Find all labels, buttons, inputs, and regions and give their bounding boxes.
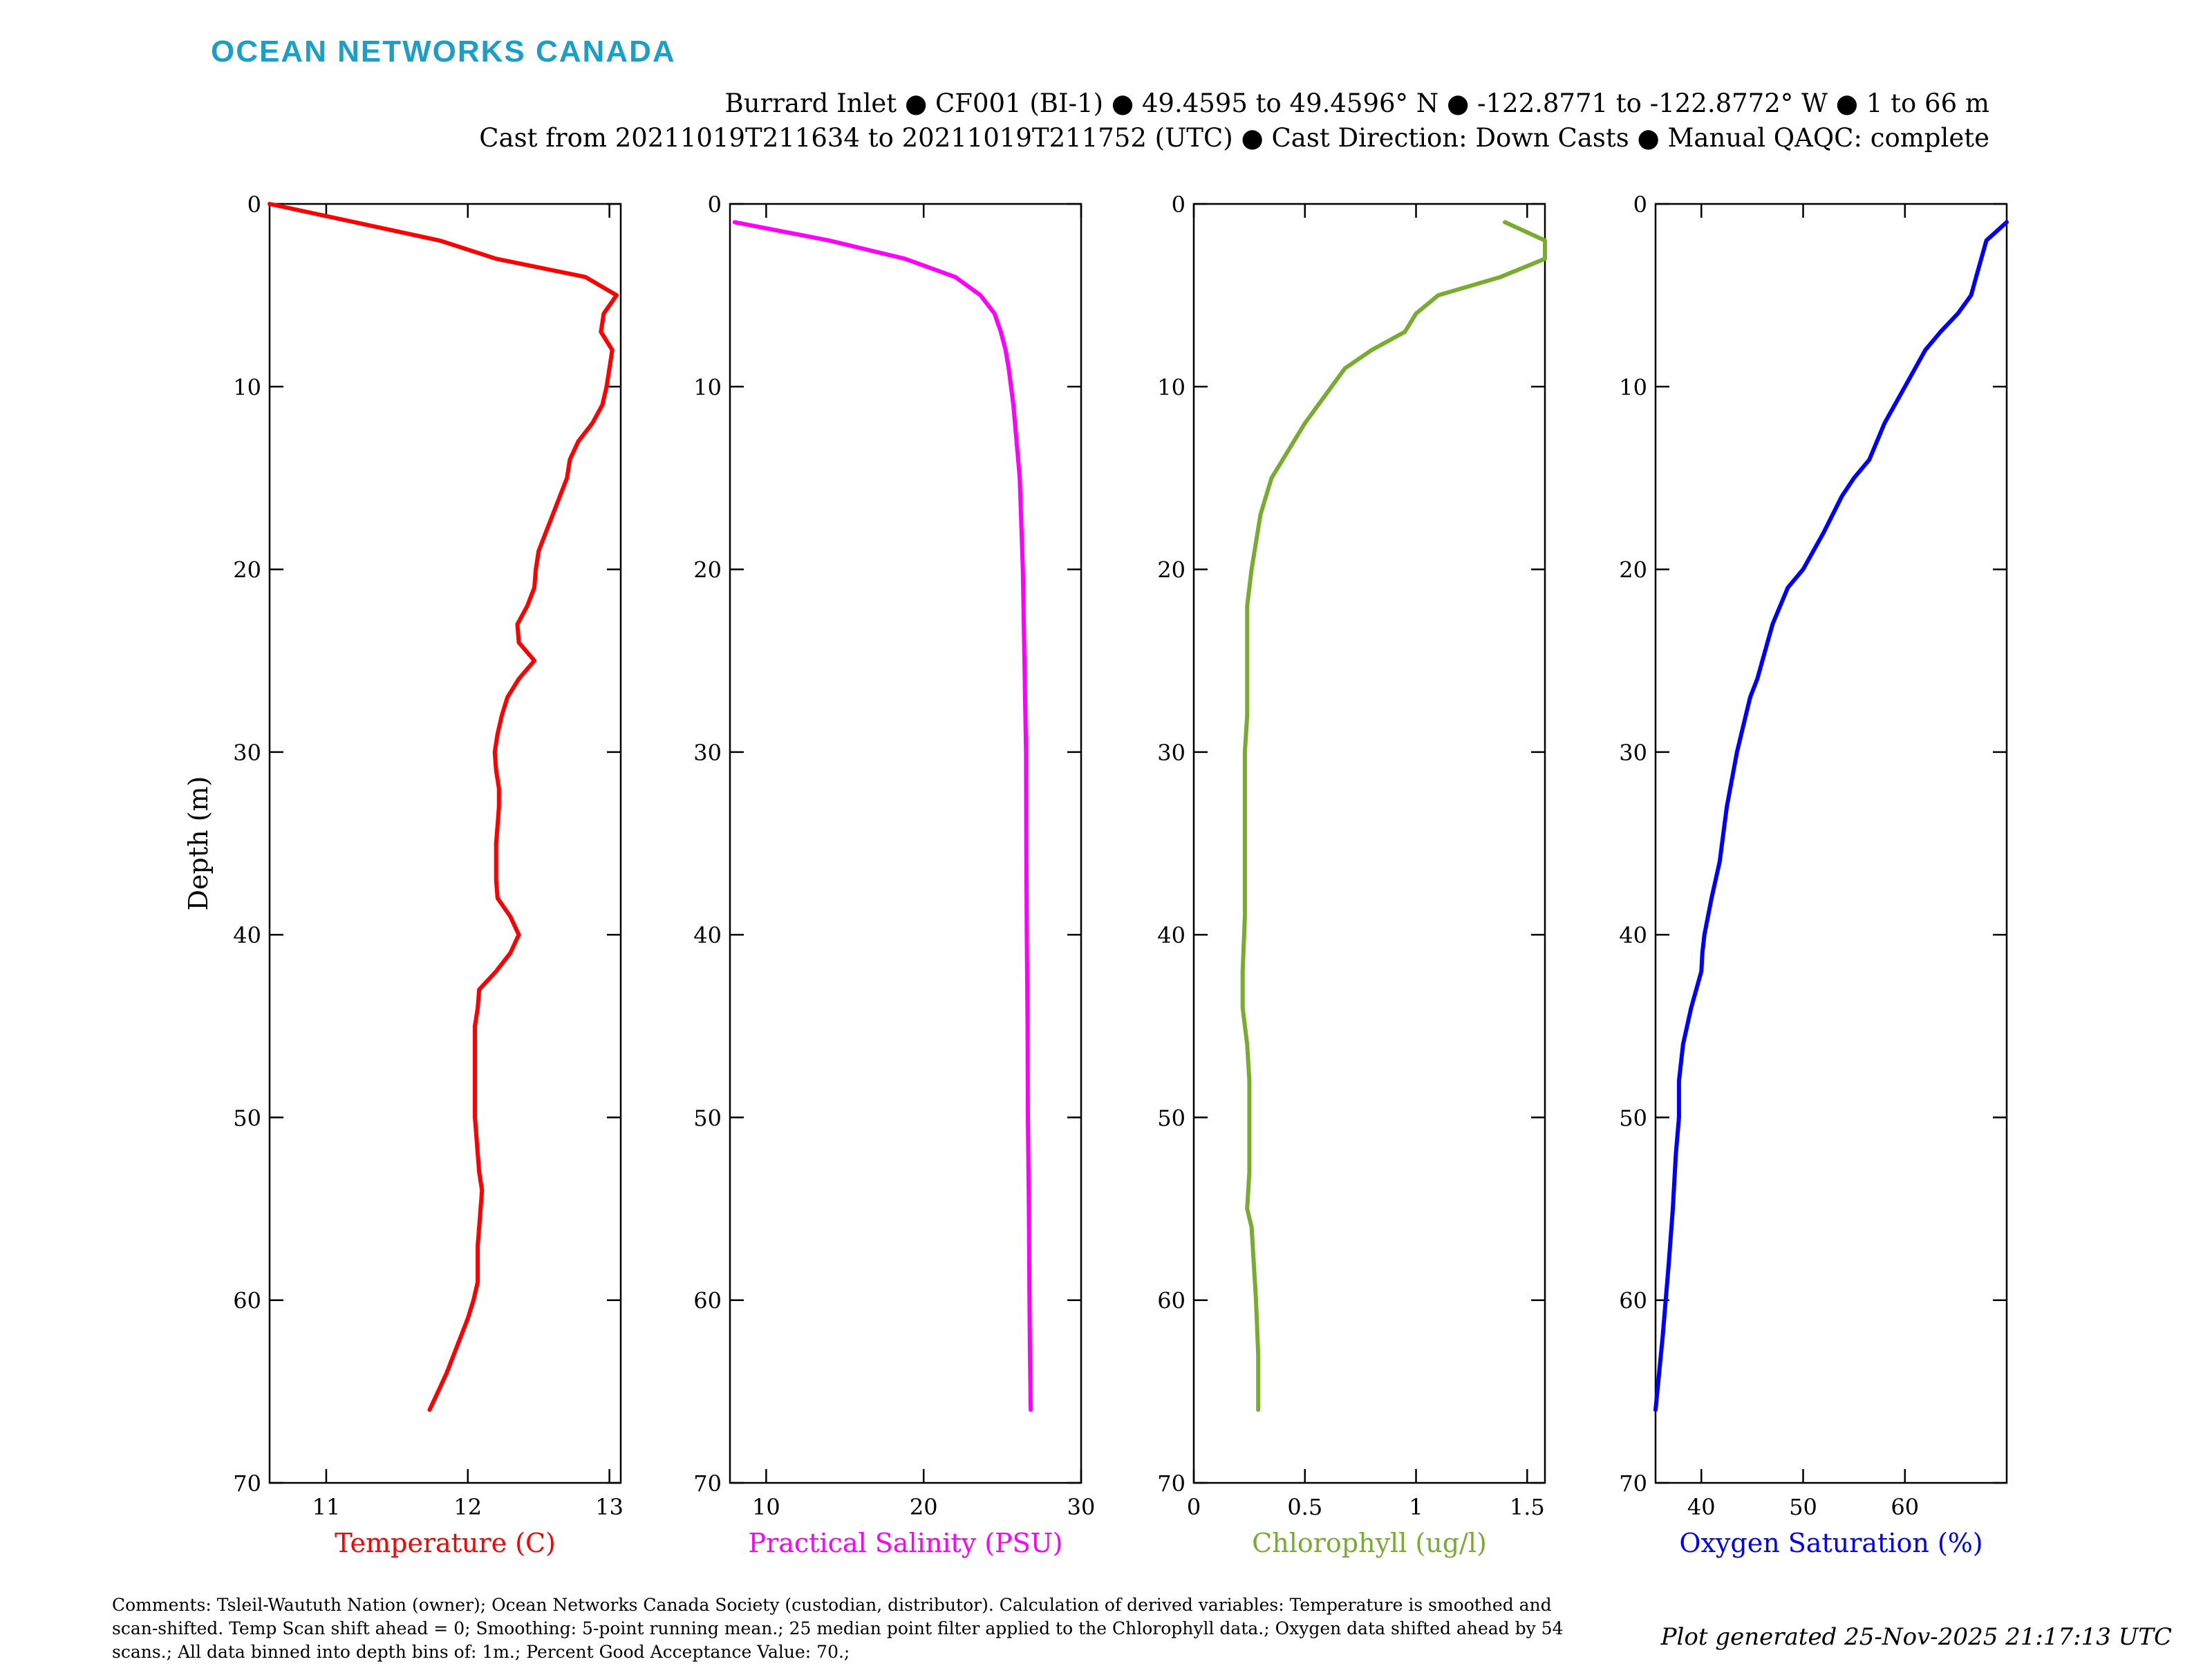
y-tick-label: 70 bbox=[1157, 1470, 1185, 1497]
x-tick-label: 12 bbox=[453, 1494, 482, 1520]
y-tick-label: 40 bbox=[233, 922, 261, 948]
x-tick-label: 40 bbox=[1687, 1494, 1716, 1520]
plot-generated-stamp: Plot generated 25-Nov-2025 21:17:13 UTC bbox=[1660, 1623, 2172, 1651]
panel-4-profile-line bbox=[1653, 220, 2009, 1412]
x-tick-label: 0.5 bbox=[1287, 1494, 1322, 1520]
y-tick-label: 20 bbox=[1157, 557, 1185, 583]
x-tick-label: 60 bbox=[1891, 1494, 1919, 1520]
y-tick-label: 60 bbox=[693, 1288, 722, 1314]
header-location-line: Burrard Inlet ● CF001 (BI-1) ● 49.4595 t… bbox=[724, 88, 1989, 118]
y-axis-label: Depth (m) bbox=[183, 776, 214, 911]
y-tick-label: 10 bbox=[1619, 374, 1647, 400]
y-tick-label: 40 bbox=[693, 922, 722, 948]
y-tick-label: 30 bbox=[1157, 740, 1185, 766]
y-tick-label: 20 bbox=[233, 557, 261, 583]
panel-2-x-axis-label: Practical Salinity (PSU) bbox=[749, 1528, 1063, 1558]
y-tick-label: 70 bbox=[693, 1470, 722, 1497]
y-tick-label: 20 bbox=[693, 557, 722, 583]
x-tick-label: 0 bbox=[1187, 1494, 1201, 1520]
y-tick-label: 30 bbox=[693, 740, 722, 766]
x-tick-label: 30 bbox=[1067, 1494, 1096, 1520]
y-tick-label: 40 bbox=[1157, 922, 1185, 948]
x-tick-label: 20 bbox=[910, 1494, 938, 1520]
y-tick-label: 50 bbox=[233, 1105, 261, 1131]
y-tick-label: 50 bbox=[1619, 1105, 1647, 1131]
y-tick-label: 70 bbox=[233, 1470, 261, 1497]
y-tick-label: 0 bbox=[708, 191, 722, 218]
y-tick-label: 0 bbox=[247, 191, 261, 218]
y-tick-label: 30 bbox=[1619, 740, 1647, 766]
y-tick-label: 0 bbox=[1172, 191, 1185, 218]
panel-2-profile-line bbox=[732, 220, 1033, 1412]
y-tick-label: 0 bbox=[1633, 191, 1647, 218]
x-tick-label: 1.5 bbox=[1510, 1494, 1545, 1520]
panel-4-axes-box bbox=[1654, 203, 2008, 1484]
panel-3-axes-box bbox=[1192, 203, 1546, 1484]
y-tick-label: 30 bbox=[233, 740, 261, 766]
x-tick-label: 11 bbox=[312, 1494, 341, 1520]
panel-3-profile-line bbox=[1240, 220, 1547, 1412]
y-tick-label: 60 bbox=[1619, 1288, 1647, 1314]
y-tick-label: 10 bbox=[693, 374, 722, 400]
y-tick-label: 10 bbox=[1157, 374, 1185, 400]
y-tick-label: 70 bbox=[1619, 1470, 1647, 1497]
panel-1-axes-box bbox=[268, 203, 622, 1484]
y-tick-label: 60 bbox=[1157, 1288, 1185, 1314]
brand-logo-text: OCEAN NETWORKS CANADA bbox=[211, 35, 676, 68]
panel-3-x-axis-label: Chlorophyll (ug/l) bbox=[1252, 1528, 1487, 1558]
x-tick-label: 1 bbox=[1409, 1494, 1423, 1520]
x-tick-label: 50 bbox=[1789, 1494, 1817, 1520]
y-tick-label: 40 bbox=[1619, 922, 1647, 948]
panel-2-axes-box bbox=[729, 203, 1082, 1484]
y-tick-label: 50 bbox=[693, 1105, 722, 1131]
y-tick-label: 20 bbox=[1619, 557, 1647, 583]
x-tick-label: 10 bbox=[752, 1494, 780, 1520]
panel-4-x-axis-label: Oxygen Saturation (%) bbox=[1679, 1528, 1983, 1558]
panel-1-x-axis-label: Temperature (C) bbox=[335, 1528, 556, 1558]
x-tick-label: 13 bbox=[595, 1494, 624, 1520]
y-tick-label: 60 bbox=[233, 1288, 261, 1314]
y-tick-label: 50 bbox=[1157, 1105, 1185, 1131]
footer-comments: Comments: Tsleil-Waututh Nation (owner);… bbox=[112, 1595, 1564, 1662]
panel-1-profile-line bbox=[268, 202, 619, 1412]
y-tick-label: 10 bbox=[233, 374, 261, 400]
header-cast-line: Cast from 20211019T211634 to 20211019T21… bbox=[479, 123, 1989, 153]
